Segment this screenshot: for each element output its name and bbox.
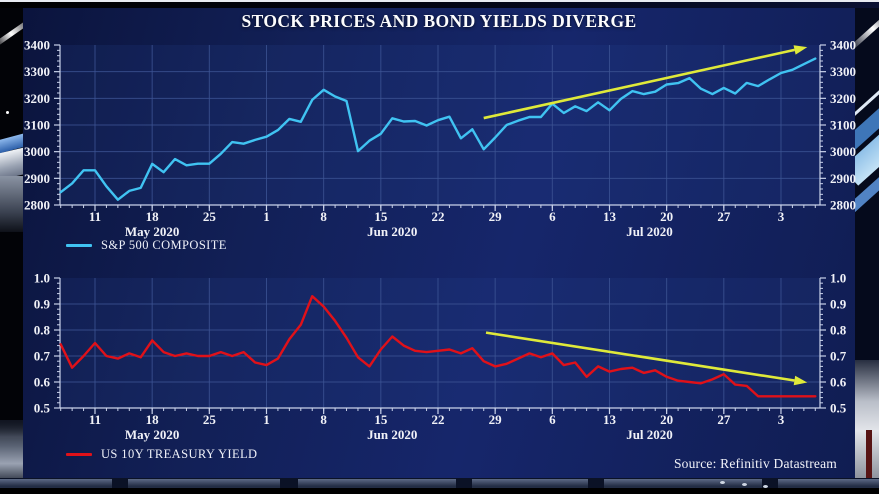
sp500-legend-swatch bbox=[66, 243, 92, 248]
studio-backdrop-right bbox=[855, 0, 879, 494]
light-dot bbox=[720, 481, 725, 484]
glass-streak bbox=[0, 17, 23, 48]
source-credit: Source: Refinitiv Datastream bbox=[673, 456, 837, 471]
glass-fade bbox=[0, 176, 23, 232]
studio-wall-red-sliver bbox=[866, 430, 872, 478]
floor-panel bbox=[298, 479, 456, 488]
floor-shadow-bar bbox=[0, 488, 879, 494]
page-title: STOCK PRICES AND BOND YIELDS DIVERGE bbox=[241, 11, 637, 31]
floor-panel bbox=[604, 479, 762, 488]
studio-floor-left bbox=[0, 420, 23, 478]
floor-panel bbox=[128, 479, 280, 488]
studio-backdrop-top bbox=[0, 0, 879, 8]
treasury-legend-label: US 10Y TREASURY YIELD bbox=[101, 447, 258, 461]
light-dot bbox=[6, 111, 9, 114]
glass-streak bbox=[855, 11, 879, 50]
floor-panel bbox=[472, 479, 588, 488]
legend-sp500: S&P 500 COMPOSITE bbox=[66, 238, 227, 253]
floor-panel bbox=[0, 479, 112, 488]
sp500-legend-label: S&P 500 COMPOSITE bbox=[101, 238, 227, 252]
light-dot bbox=[763, 485, 768, 488]
studio-backdrop-left bbox=[0, 0, 23, 494]
legend-treasury: US 10Y TREASURY YIELD bbox=[66, 447, 257, 462]
floor-panel bbox=[778, 479, 879, 488]
light-dot bbox=[742, 483, 747, 486]
treasury-legend-swatch bbox=[66, 452, 92, 457]
studio-floor bbox=[0, 478, 879, 494]
